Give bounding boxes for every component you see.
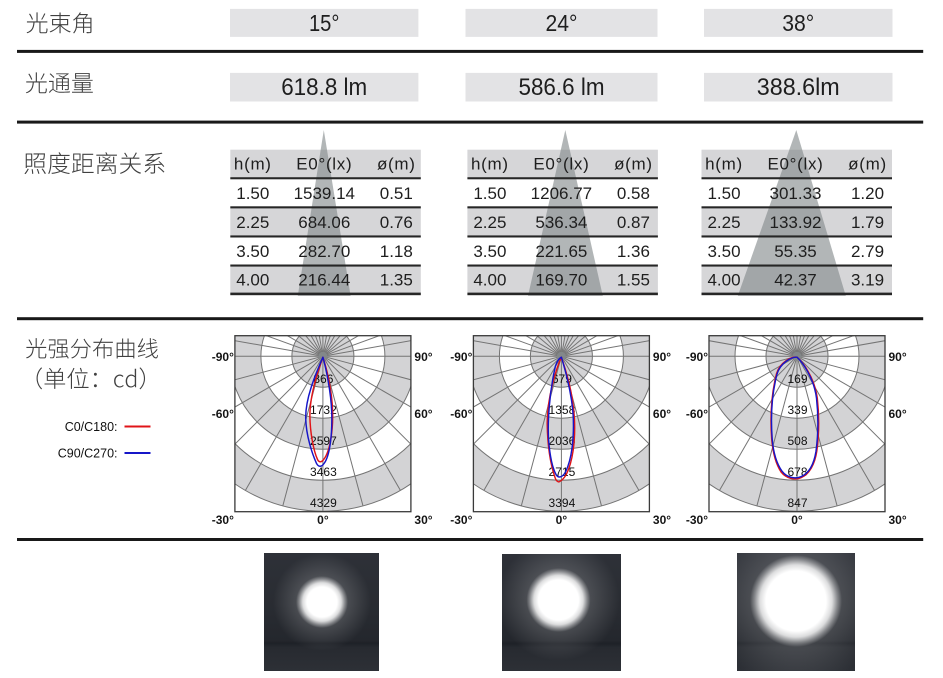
svg-text:169.70: 169.70 [535,271,587,290]
svg-text:0°: 0° [791,513,803,527]
svg-text:282.70: 282.70 [298,242,350,261]
svg-text:0°: 0° [556,513,568,527]
svg-text:301.33: 301.33 [770,184,822,203]
svg-text:133.92: 133.92 [770,213,822,232]
svg-text:618.8 lm: 618.8 lm [281,74,367,101]
svg-text:55.35: 55.35 [774,242,817,261]
svg-text:1.50: 1.50 [707,184,740,203]
svg-text:E0°(lx): E0°(lx) [533,154,589,173]
svg-text:-60°: -60° [686,407,708,421]
svg-text:216.44: 216.44 [298,271,350,290]
svg-text:h(m): h(m) [705,154,743,173]
svg-text:536.34: 536.34 [535,213,587,232]
svg-text:15°: 15° [309,10,340,36]
svg-text:388.6lm: 388.6lm [757,74,840,101]
svg-text:ø(m): ø(m) [848,154,887,173]
svg-text:C0/C180:: C0/C180: [65,420,118,434]
svg-text:-30°: -30° [686,513,708,527]
svg-text:30°: 30° [889,513,907,527]
svg-text:1.50: 1.50 [473,184,506,203]
svg-text:30°: 30° [653,513,671,527]
svg-text:-60°: -60° [212,407,234,421]
svg-text:847: 847 [787,496,807,510]
svg-text:-90°: -90° [450,350,472,364]
svg-text:4.00: 4.00 [473,271,506,290]
svg-text:C90/C270:: C90/C270: [58,447,118,461]
svg-text:3.50: 3.50 [473,242,506,261]
svg-text:0.51: 0.51 [380,184,413,203]
svg-text:h(m): h(m) [471,154,509,173]
svg-text:90°: 90° [414,350,432,364]
svg-text:38°: 38° [782,10,814,36]
svg-text:1.55: 1.55 [617,271,650,290]
svg-text:2036: 2036 [549,434,576,448]
svg-text:3463: 3463 [310,465,337,479]
svg-text:1.20: 1.20 [851,184,884,203]
svg-text:-90°: -90° [212,350,234,364]
svg-text:1.50: 1.50 [236,184,269,203]
svg-text:586.6 lm: 586.6 lm [519,74,605,101]
svg-text:h(m): h(m) [234,154,272,173]
svg-text:24°: 24° [546,10,578,36]
svg-text:30°: 30° [414,513,432,527]
svg-text:2.25: 2.25 [236,213,269,232]
svg-text:0.76: 0.76 [380,213,413,232]
svg-text:221.65: 221.65 [535,242,587,261]
svg-text:ø(m): ø(m) [377,154,416,173]
svg-text:60°: 60° [414,407,432,421]
svg-text:2.25: 2.25 [707,213,740,232]
svg-text:E0°(lx): E0°(lx) [296,154,352,173]
svg-text:1358: 1358 [549,403,576,417]
svg-text:0.87: 0.87 [617,213,650,232]
svg-text:-30°: -30° [450,513,472,527]
svg-text:60°: 60° [889,407,907,421]
svg-text:90°: 90° [653,350,671,364]
svg-text:4.00: 4.00 [707,271,740,290]
svg-text:1732: 1732 [310,403,337,417]
svg-text:ø(m): ø(m) [614,154,653,173]
svg-text:3.50: 3.50 [707,242,740,261]
svg-text:1.36: 1.36 [617,242,650,261]
svg-text:339: 339 [787,403,807,417]
svg-text:3.19: 3.19 [851,271,884,290]
svg-text:4329: 4329 [310,496,337,510]
svg-text:2.79: 2.79 [851,242,884,261]
svg-text:684.06: 684.06 [298,213,350,232]
svg-text:90°: 90° [889,350,907,364]
svg-text:1.18: 1.18 [380,242,413,261]
svg-text:0.58: 0.58 [617,184,650,203]
svg-text:508: 508 [787,434,807,448]
svg-text:60°: 60° [653,407,671,421]
svg-text:42.37: 42.37 [774,271,817,290]
svg-text:3394: 3394 [549,496,576,510]
svg-text:3.50: 3.50 [236,242,269,261]
svg-text:E0°(lx): E0°(lx) [767,154,823,173]
svg-text:0°: 0° [317,513,329,527]
svg-text:-60°: -60° [450,407,472,421]
svg-text:1206.77: 1206.77 [531,184,592,203]
svg-text:1539.14: 1539.14 [294,184,355,203]
svg-text:2.25: 2.25 [473,213,506,232]
svg-text:-90°: -90° [686,350,708,364]
svg-text:169: 169 [787,372,807,386]
svg-text:-30°: -30° [212,513,234,527]
svg-text:4.00: 4.00 [236,271,269,290]
svg-text:1.35: 1.35 [380,271,413,290]
svg-text:1.79: 1.79 [851,213,884,232]
